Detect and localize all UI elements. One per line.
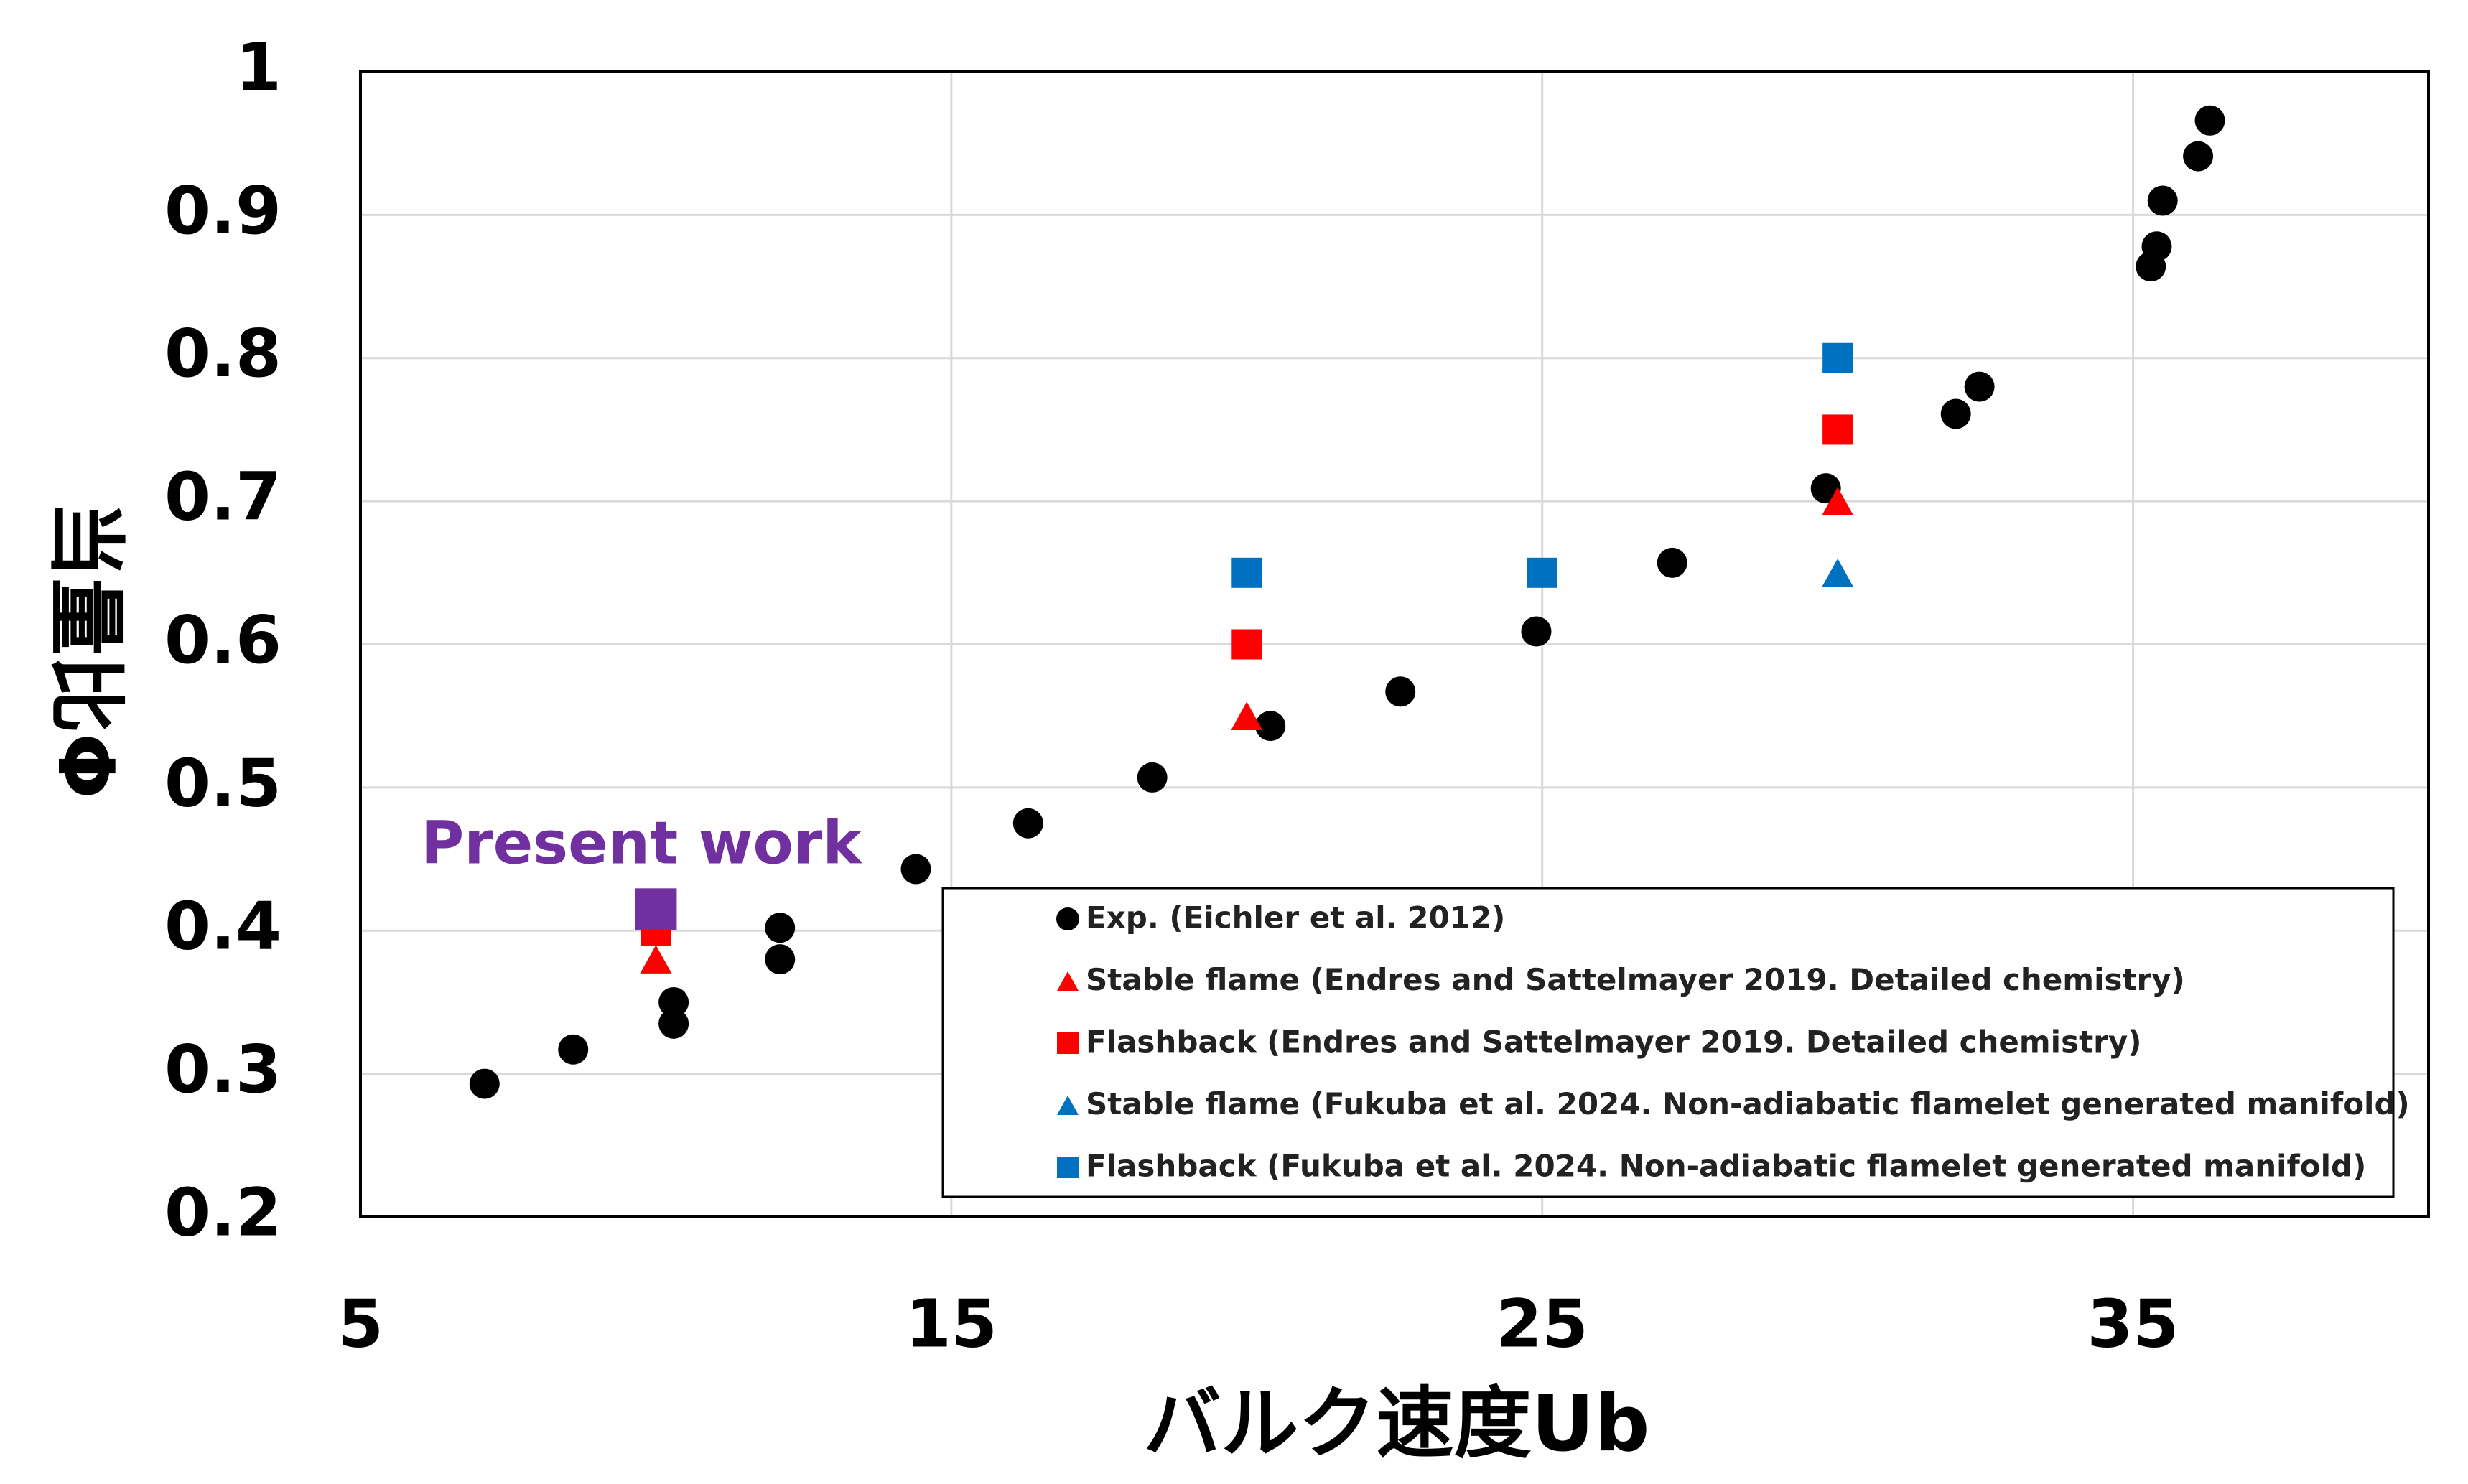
point-circle (2147, 185, 2178, 216)
x-tick-label: 25 (1496, 1285, 1588, 1362)
point-circle (1964, 371, 1995, 402)
y-tick-label: 0.6 (164, 602, 281, 678)
y-tick-label: 1 (236, 29, 281, 106)
point-circle (1012, 808, 1043, 839)
point-triangle (640, 945, 672, 974)
point-triangle (1231, 701, 1263, 730)
legend-entries: Exp. (Eichler et al. 2012) Stable flame (… (1056, 900, 2410, 1184)
point-circle (1255, 711, 1286, 742)
x-tick-label: 15 (905, 1285, 997, 1362)
point-circle (558, 1034, 589, 1065)
point-square (1527, 557, 1557, 588)
point-square (1231, 629, 1262, 660)
point-square (635, 888, 677, 930)
point-triangle (1822, 487, 1854, 515)
x-tick-label: 5 (337, 1285, 383, 1362)
data-points (469, 105, 2225, 1099)
y-tick-label: 0.3 (164, 1031, 281, 1108)
point-circle (1657, 547, 1687, 578)
y-tick-labels: 0.2 0.3 0.4 0.5 0.6 0.7 0.8 0.9 1 (164, 29, 281, 1251)
y-axis-title: 当量比Φ (40, 500, 130, 799)
point-square (1231, 557, 1262, 588)
point-circle (2194, 105, 2225, 136)
point-circle (1385, 676, 1416, 707)
plot-area-border (359, 70, 2430, 1218)
point-circle (1137, 762, 1168, 793)
legend-marker-circle (1056, 907, 1079, 930)
y-tick-label: 0.5 (164, 745, 281, 821)
legend-label: Stable flame (Endres and Sattelmayer 201… (1086, 962, 2185, 997)
point-circle (1940, 398, 1971, 429)
y-tick-label: 0.7 (164, 459, 281, 536)
point-circle (765, 913, 796, 943)
point-circle (765, 944, 796, 975)
point-square (1822, 414, 1853, 445)
point-triangle (1822, 559, 1854, 587)
x-tick-label: 35 (2087, 1285, 2179, 1362)
legend-marker-square (1057, 1032, 1079, 1054)
legend-label: Flashback (Endres and Sattelmayer 2019. … (1086, 1025, 2141, 1060)
legend-marker-triangle (1057, 1096, 1079, 1115)
point-circle (658, 986, 689, 1017)
legend-box (941, 887, 2395, 1198)
point-square (1822, 342, 1853, 373)
y-tick-label: 0.4 (164, 888, 281, 965)
legend: Exp. (Eichler et al. 2012) Stable flame (… (941, 887, 2410, 1198)
point-circle (469, 1068, 500, 1099)
x-axis-title: バルク速度Ub (1143, 1379, 1649, 1469)
legend-marker-triangle (1057, 971, 1079, 991)
point-circle (658, 1008, 689, 1039)
point-circle (900, 854, 931, 885)
legend-label: Exp. (Eichler et al. 2012) (1086, 900, 1505, 935)
y-tick-label: 0.9 (164, 172, 281, 249)
legend-label: Stable flame (Fukuba et al. 2024. Non-ad… (1086, 1086, 2410, 1121)
legend-label: Flashback (Fukuba et al. 2024. Non-adiab… (1086, 1149, 2366, 1184)
y-tick-label: 0.8 (164, 315, 281, 392)
point-circle (2141, 231, 2172, 262)
point-circle (1521, 616, 1552, 647)
legend-marker-square (1057, 1157, 1079, 1178)
y-tick-label: 0.2 (164, 1174, 281, 1251)
x-tick-labels: 5 15 25 35 (337, 1285, 2179, 1362)
point-circle (2183, 141, 2214, 172)
present-work-annotation: Present work (421, 809, 863, 877)
